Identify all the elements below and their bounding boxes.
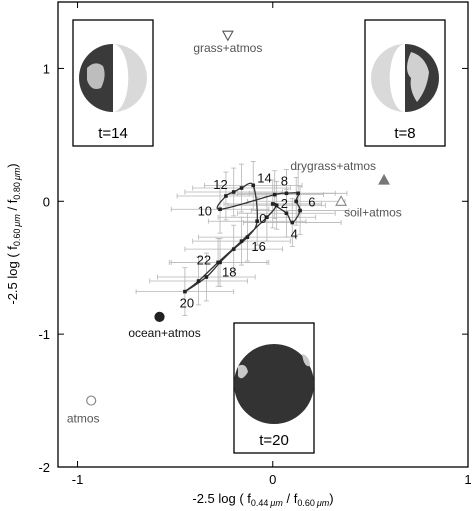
- globe-dark-side: [234, 344, 314, 424]
- trajectory-point: [239, 186, 244, 190]
- inset-label: t=20: [259, 432, 289, 449]
- globe-land: [407, 52, 429, 102]
- y-tick-label: -1: [38, 327, 50, 342]
- globe-land: [302, 354, 310, 367]
- error-bars: [135, 161, 350, 316]
- trajectory-point: [231, 190, 236, 194]
- trajectory-point: [224, 194, 228, 198]
- x-tick-label: -1: [72, 472, 84, 487]
- globe-lit-side: [371, 44, 405, 112]
- y-tick-label: 1: [43, 61, 50, 76]
- y-tick-label: -2: [38, 460, 50, 475]
- x-tick-label: 1: [464, 472, 471, 487]
- y-axis-label: -2.5 log ( f0.60μm / f0.80μm): [5, 163, 22, 304]
- trajectory-point: [245, 235, 250, 239]
- trajectory-point: [270, 202, 275, 206]
- trajectory-point: [218, 207, 222, 212]
- trajectory-point: [298, 208, 302, 213]
- time-label: 14: [257, 170, 271, 185]
- reference-label: atmos: [67, 412, 100, 426]
- inset-label: t=8: [394, 125, 415, 142]
- reference-label: grass+atmos: [193, 41, 262, 55]
- axis-ticks: -1 0 1 -2 -1 0 1: [38, 2, 472, 487]
- time-label: 16: [251, 239, 265, 254]
- reference-marker: [154, 311, 165, 322]
- trajectory-point: [231, 247, 236, 251]
- time-label: 10: [198, 203, 212, 218]
- trajectory-point: [239, 239, 244, 243]
- time-label: 20: [180, 296, 194, 311]
- globe-insets: t=14 t=8 t=20: [72, 19, 446, 454]
- x-tick-label: 0: [269, 472, 276, 487]
- time-label: 0: [259, 211, 266, 226]
- reference-label: ocean+atmos: [128, 326, 200, 340]
- trajectory-point: [216, 260, 220, 265]
- inset-label: t=14: [98, 125, 128, 142]
- trajectory-point: [265, 215, 269, 220]
- trajectory-point: [196, 279, 201, 283]
- globe-land: [238, 364, 248, 379]
- reference-marker: [335, 195, 348, 206]
- time-label: 4: [291, 227, 298, 242]
- trajectory-point: [290, 220, 295, 225]
- trajectory-point: [284, 211, 289, 216]
- trajectory-point: [294, 199, 298, 204]
- reference-label: drygrass+atmos: [290, 159, 376, 173]
- globe-land: [87, 63, 105, 89]
- y-tick-label: 0: [43, 194, 50, 209]
- trajectory-point: [284, 191, 289, 196]
- reference-points: grass+atmos drygrass+atmos soil+atmos ocean…: [67, 30, 402, 426]
- trajectory-point: [204, 275, 209, 279]
- time-label: 18: [222, 264, 236, 279]
- trajectory-point: [183, 289, 187, 294]
- reference-marker: [86, 395, 97, 406]
- globe-lit-side: [113, 44, 147, 112]
- trajectory-point: [296, 191, 300, 196]
- trajectory-point: [272, 192, 277, 197]
- plot-frame: [57, 1, 469, 468]
- time-label: 2: [281, 196, 288, 211]
- time-label: 6: [308, 194, 315, 209]
- reference-marker: [378, 173, 390, 185]
- time-label: 12: [213, 177, 227, 192]
- trajectory-point: [255, 219, 259, 224]
- trajectory-point: [218, 260, 222, 265]
- x-axis-label: -2.5 log ( f0.44 μm / f0.60 μm): [192, 491, 333, 508]
- reference-marker: [221, 30, 234, 42]
- trajectory-point: [251, 183, 256, 188]
- trajectory-point: [274, 203, 279, 208]
- time-label: 22: [197, 252, 211, 267]
- time-label: 8: [281, 173, 288, 188]
- reference-label: soil+atmos: [344, 205, 402, 219]
